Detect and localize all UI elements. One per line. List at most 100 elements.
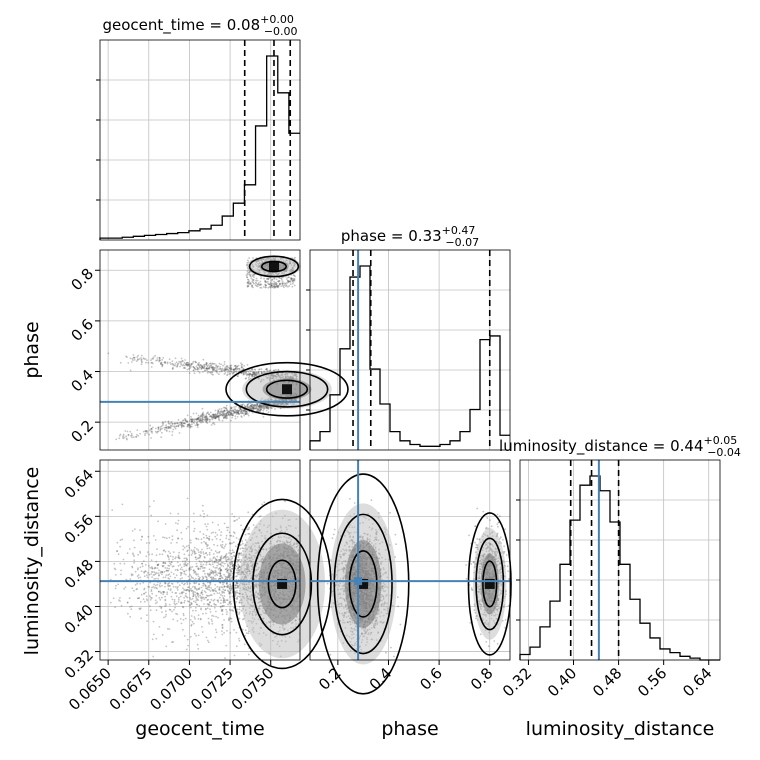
scatter-point	[217, 601, 220, 603]
scatter-point	[206, 367, 209, 370]
scatter-point	[226, 558, 229, 561]
scatter-point	[250, 407, 253, 409]
scatter-point	[209, 601, 211, 603]
scatter-point	[247, 414, 250, 417]
scatter-point	[210, 571, 213, 574]
scatter-point	[176, 365, 179, 368]
scatter-point	[193, 422, 195, 424]
scatter-point	[135, 588, 138, 591]
scatter-point	[252, 407, 255, 410]
scatter-point	[193, 549, 195, 551]
scatter-point	[228, 596, 231, 598]
scatter-point	[207, 617, 210, 620]
scatter-point	[218, 419, 221, 422]
scatter-point	[291, 285, 294, 288]
scatter-point	[224, 545, 226, 548]
scatter-point	[163, 536, 166, 539]
scatter-point	[199, 554, 202, 557]
scatter-point	[143, 358, 146, 360]
scatter-point	[157, 520, 160, 523]
scatter-point	[245, 377, 248, 380]
scatter-point	[190, 419, 193, 422]
scatter-point	[265, 409, 268, 412]
scatter-point	[174, 603, 177, 606]
scatter-point	[189, 582, 192, 585]
scatter-point	[283, 286, 285, 289]
scatter-point	[240, 524, 242, 527]
scatter-point	[230, 587, 233, 589]
scatter-point	[289, 283, 292, 285]
scatter-point	[221, 627, 224, 630]
scatter-point	[258, 515, 261, 518]
scatter-point	[182, 628, 184, 631]
scatter-point	[162, 565, 164, 568]
scatter-point	[234, 585, 237, 587]
scatter-point	[186, 361, 189, 364]
scatter-point	[125, 355, 127, 358]
scatter-point	[171, 565, 174, 568]
scatter-point	[193, 527, 196, 530]
scatter-point	[196, 424, 199, 427]
scatter-point	[169, 422, 172, 424]
scatter-point	[182, 424, 184, 427]
scatter-point	[216, 544, 219, 547]
scatter-point	[245, 373, 248, 376]
scatter-point	[202, 371, 204, 373]
scatter-point	[226, 411, 229, 414]
scatter-point	[213, 369, 216, 372]
scatter-point	[192, 369, 195, 372]
scatter-point	[131, 565, 134, 568]
scatter-point	[172, 428, 175, 431]
scatter-point	[244, 410, 247, 413]
scatter-point	[253, 408, 255, 410]
scatter-point	[207, 603, 210, 606]
scatter-point	[140, 360, 143, 363]
scatter-point	[210, 532, 213, 534]
scatter-point	[182, 560, 184, 563]
scatter-point	[240, 362, 242, 365]
scatter-point	[277, 285, 280, 288]
scatter-point	[288, 276, 291, 279]
scatter-point	[225, 412, 227, 415]
scatter-point	[155, 609, 158, 612]
scatter-point	[167, 426, 170, 429]
scatter-point	[213, 423, 216, 426]
scatter-point	[208, 553, 211, 556]
scatter-point	[242, 403, 244, 406]
scatter-point	[273, 277, 276, 279]
scatter-point	[257, 409, 260, 411]
scatter-point	[210, 549, 213, 552]
scatter-point	[217, 365, 220, 368]
scatter-point	[227, 557, 230, 560]
scatter-point	[214, 578, 217, 580]
scatter-point	[122, 433, 125, 436]
scatter-point	[255, 279, 257, 282]
scatter-point	[181, 577, 184, 579]
scatter-point	[127, 362, 130, 364]
scatter-point	[222, 417, 225, 419]
scatter-point	[196, 589, 198, 591]
scatter-point	[245, 410, 247, 413]
scatter-point	[199, 418, 202, 420]
scatter-point	[145, 591, 147, 594]
scatter-point	[138, 607, 141, 610]
scatter-point	[238, 608, 241, 611]
scatter-point	[265, 368, 267, 371]
scatter-point	[230, 412, 232, 415]
scatter-point	[188, 586, 190, 589]
scatter-point	[199, 366, 201, 369]
scatter-point	[158, 359, 161, 361]
scatter-point	[187, 544, 190, 547]
scatter-point	[284, 282, 287, 285]
scatter-point	[212, 365, 214, 368]
scatter-point	[250, 408, 253, 410]
scatter-point	[206, 367, 209, 370]
scatter-point	[225, 368, 228, 371]
scatter-point	[224, 368, 227, 370]
scatter-point	[273, 285, 276, 288]
scatter-point	[189, 635, 192, 638]
scatter-point	[226, 409, 229, 412]
scatter-point	[167, 420, 170, 423]
scatter-point	[179, 592, 181, 595]
scatter-point	[174, 586, 177, 588]
